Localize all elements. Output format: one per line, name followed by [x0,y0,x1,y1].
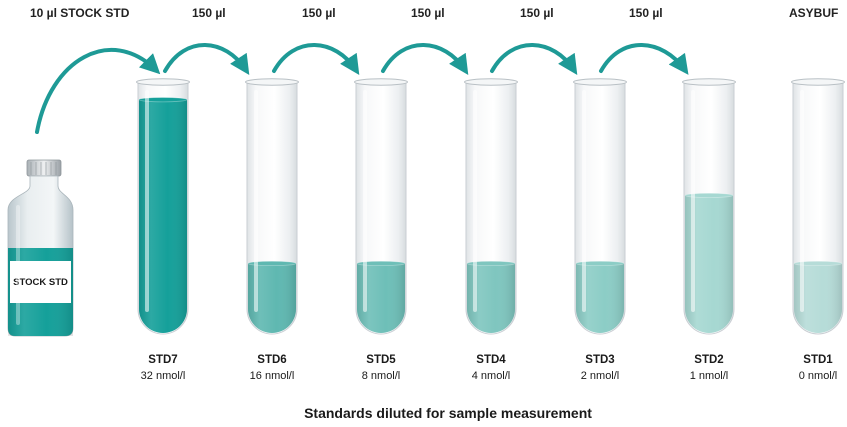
tube-highlight [254,90,258,312]
std-concentration-label: 8 nmol/l [362,370,401,382]
std-name-label: STD1 [803,354,833,366]
tube-meniscus [247,260,297,267]
tube-liquid-shade [248,263,296,333]
std-concentration-label: 2 nmol/l [581,370,620,382]
tube-std7 [136,78,190,335]
std-name-label: STD7 [148,354,177,366]
std-concentration-label: 32 nmol/l [141,370,186,382]
tube-std1 [791,78,845,335]
bottle-label [10,261,71,303]
std-name-label: STD4 [476,354,506,366]
transfer-volume-label-1: 150 µl [192,6,226,20]
transfer-arrow-4 [381,43,469,76]
tube-rim [354,78,408,86]
tube-liquid-shade [139,99,187,333]
std-name-label: STD6 [257,354,286,366]
transfer-arrow-3 [272,43,360,76]
transfer-arrow-5 [490,43,578,76]
stock-volume-label: 10 µl STOCK STD [30,6,130,20]
transfer-arrows [35,43,689,134]
tube-highlight [582,90,586,312]
tube-liquid-shade [357,263,405,333]
tube-std3 [573,78,627,335]
std-name-label: STD3 [585,354,614,366]
tube-std6 [245,78,299,335]
diagram-caption: Standards diluted for sample measurement [304,405,592,421]
transfer-volume-label-5: 150 µl [629,6,663,20]
std-concentration-label: 1 nmol/l [690,370,729,382]
tube-rim [682,78,736,86]
tube-meniscus [138,97,188,103]
standard-tubes [136,78,845,335]
tube-meniscus [684,192,734,198]
transfer-arrow-6 [599,43,689,75]
tube-rim [464,78,518,86]
tube-std5 [354,78,408,335]
tube-rim [136,78,190,86]
transfer-arrow-2 [163,43,250,76]
tube-rim [791,78,845,86]
bottle-label-text: STOCK STD [13,277,68,288]
tube-liquid-shade [576,263,624,333]
tube-highlight [800,90,804,312]
transfer-volume-label-3: 150 µl [411,6,445,20]
std-concentration-label: 4 nmol/l [472,370,511,382]
std-name-label: STD2 [694,354,723,366]
tube-liquid-shade [685,195,733,333]
tube-meniscus [793,260,843,267]
transfer-volume-label-2: 150 µl [302,6,336,20]
tube-highlight [145,90,149,312]
buffer-label: ASYBUF [789,6,838,20]
transfer-arrow-1 [35,48,161,134]
tube-highlight [473,90,477,312]
tube-highlight [363,90,367,312]
std-concentration-label: 16 nmol/l [250,370,295,382]
tube-liquid-shade [794,263,842,333]
tube-rim [573,78,627,86]
transfer-volume-label-4: 150 µl [520,6,554,20]
tube-liquid-shade [467,263,515,333]
std-concentration-label: 0 nmol/l [799,370,838,382]
tube-meniscus [575,260,625,267]
std-name-label: STD5 [366,354,396,366]
tube-meniscus [356,260,406,267]
stock-bottle: STOCK STD [7,159,74,337]
tube-meniscus [466,260,516,267]
tube-std2 [682,78,736,335]
tube-std4 [464,78,518,335]
tube-highlight [691,90,695,312]
tube-rim [245,78,299,86]
standard-labels: STD7 32 nmol/l STD6 16 nmol/l STD5 8 nmol/l ST… [141,354,838,382]
